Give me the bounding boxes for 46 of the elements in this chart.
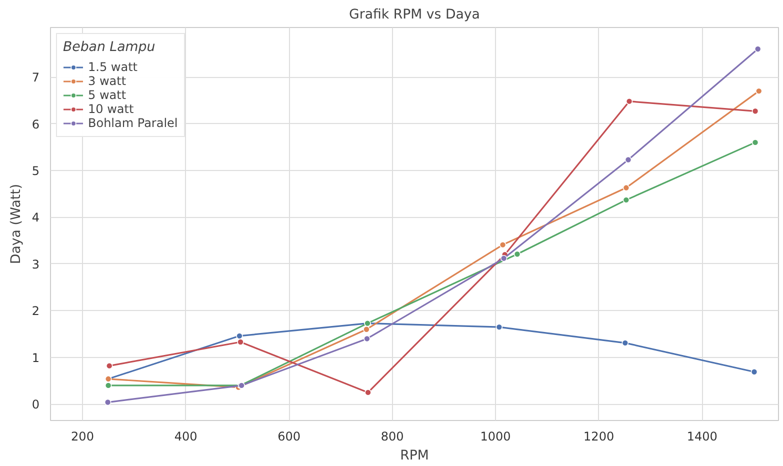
- y-tick-label: 5: [32, 164, 40, 178]
- x-tick-label: 200: [71, 430, 94, 444]
- point: [750, 368, 758, 376]
- legend-title: Beban Lampu: [63, 40, 156, 55]
- point: [363, 326, 370, 333]
- legend-label: 5 watt: [88, 88, 126, 102]
- point: [364, 335, 370, 342]
- x-tick-label: 800: [380, 430, 404, 444]
- y-tick-label: 0: [32, 398, 40, 412]
- point: [622, 340, 629, 346]
- chart-title: Grafik RPM vs Daya: [349, 8, 480, 22]
- point: [237, 338, 244, 346]
- legend-label: 1.5 watt: [88, 60, 138, 74]
- x-tick-label: 400: [174, 430, 198, 444]
- point: [496, 324, 503, 330]
- point: [624, 156, 632, 164]
- legend-label: Bohlam Paralel: [88, 116, 178, 130]
- point: [622, 196, 630, 204]
- point: [364, 389, 372, 396]
- legend-label: 10 watt: [88, 102, 134, 116]
- y-tick-label: 1: [32, 350, 40, 365]
- x-axis-title: RPM: [400, 448, 429, 464]
- point: [754, 46, 762, 52]
- point: [755, 88, 762, 94]
- y-tick-label: 7: [32, 70, 40, 85]
- y-axis-title: Daya (Watt): [8, 184, 24, 264]
- x-tick-label: 1400: [686, 430, 718, 444]
- point: [752, 108, 759, 115]
- y-tick-label: 6: [32, 117, 40, 132]
- point: [514, 250, 521, 258]
- point: [499, 241, 506, 248]
- y-tick-label: 2: [32, 304, 40, 318]
- point: [752, 139, 759, 146]
- point: [104, 398, 112, 406]
- point: [236, 332, 243, 340]
- x-tick-label: 1200: [584, 430, 614, 444]
- x-tick-label: 1000: [480, 430, 511, 444]
- y-tick-label: 3: [32, 257, 40, 272]
- point: [626, 98, 633, 105]
- point: [622, 184, 630, 192]
- y-tick-label: 4: [32, 210, 40, 225]
- legend-label: 3 watt: [88, 74, 126, 88]
- point: [104, 382, 112, 389]
- x-tick-label: 600: [278, 430, 300, 444]
- point: [500, 254, 508, 262]
- point: [106, 362, 113, 370]
